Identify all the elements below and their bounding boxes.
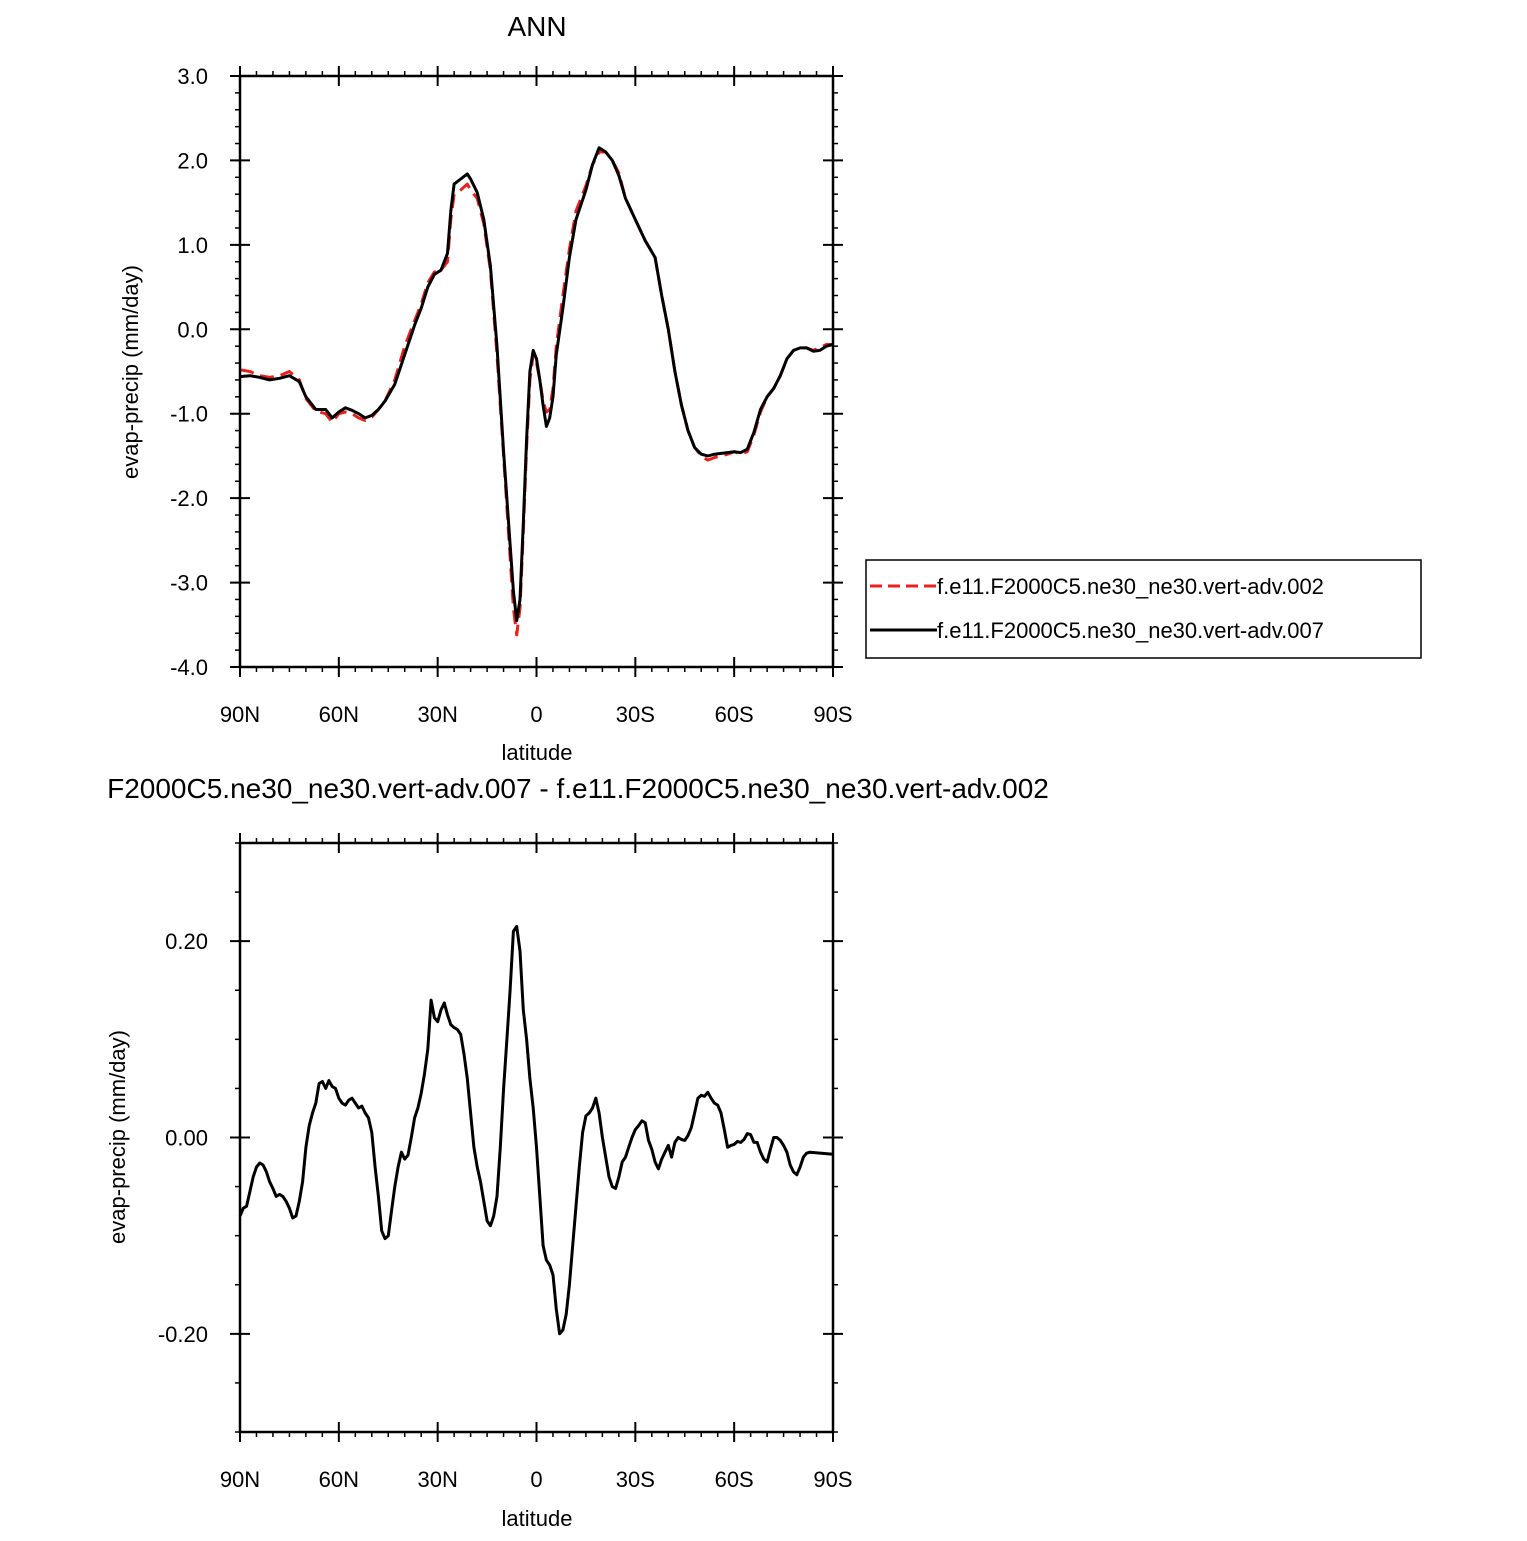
bottom-series-line-1 [238, 924, 834, 1336]
top-plot-title: ANN [507, 11, 566, 42]
bottom-x-tick-label: 60N [319, 1467, 359, 1492]
top-panel: ANN -4.0 -3.0 -2.0 -1.0 0.0 1.0 2.0 3.0 90N 60N 30… [118, 11, 1422, 765]
bottom-plot-title: F2000C5.ne30_ne30.vert-adv.007 - f.e11.F… [107, 773, 1049, 804]
top-plot-frame [238, 74, 835, 669]
legend-label-series-2: f.e11.F2000C5.ne30_ne30.vert-adv.007 [937, 618, 1324, 643]
top-x-tick-label: 0 [530, 702, 542, 727]
bottom-x-tick-label: 30N [417, 1467, 457, 1492]
top-x-tick-label: 90N [220, 702, 260, 727]
bottom-plot-ticks: -0.20 0.00 0.20 90N 60N 30N 0 30S 60S 90S [158, 833, 853, 1492]
bottom-x-tick-label: 30S [616, 1467, 655, 1492]
bottom-y-tick-label: 0.00 [165, 1126, 208, 1151]
top-y-tick-label: -4.0 [170, 655, 208, 680]
top-x-tick-label: 30S [616, 702, 655, 727]
top-x-axis-title: latitude [502, 740, 573, 765]
legend-label-series-1: f.e11.F2000C5.ne30_ne30.vert-adv.002 [937, 574, 1324, 599]
top-y-tick-label: 1.0 [177, 233, 208, 258]
top-x-tick-label: 60N [319, 702, 359, 727]
top-x-tick-label: 90S [813, 702, 852, 727]
top-plot-ticks: -4.0 -3.0 -2.0 -1.0 0.0 1.0 2.0 3.0 90N 60N 30N 0 30… [170, 64, 853, 727]
bottom-x-tick-label: 60S [715, 1467, 754, 1492]
top-y-tick-label: 2.0 [177, 148, 208, 173]
top-series-line-2 [239, 146, 834, 623]
top-y-axis-title: evap-precip (mm/day) [118, 265, 143, 479]
bottom-y-axis-title: evap-precip (mm/day) [105, 1030, 130, 1244]
top-y-tick-label: -2.0 [170, 486, 208, 511]
bottom-x-tick-label: 0 [530, 1467, 542, 1492]
top-y-tick-label: -3.0 [170, 571, 208, 596]
legend-box [865, 559, 1422, 659]
top-y-tick-label: 3.0 [177, 64, 208, 89]
bottom-x-axis-title: latitude [502, 1506, 573, 1531]
bottom-x-tick-label: 90S [813, 1467, 852, 1492]
top-x-tick-label: 60S [715, 702, 754, 727]
top-plot-lines [239, 146, 834, 637]
bottom-plot-lines [238, 924, 834, 1336]
top-x-tick-label: 30N [417, 702, 457, 727]
bottom-y-tick-label: 0.20 [165, 929, 208, 954]
top-y-tick-label: 0.0 [177, 317, 208, 342]
bottom-x-tick-label: 90N [220, 1467, 260, 1492]
bottom-y-tick-label: -0.20 [158, 1322, 208, 1347]
legend: f.e11.F2000C5.ne30_ne30.vert-adv.002 f.e… [865, 559, 1422, 659]
top-series-line-1 [239, 150, 833, 637]
bottom-panel: F2000C5.ne30_ne30.vert-adv.007 - f.e11.F… [105, 773, 1049, 1531]
top-y-tick-label: -1.0 [170, 402, 208, 427]
